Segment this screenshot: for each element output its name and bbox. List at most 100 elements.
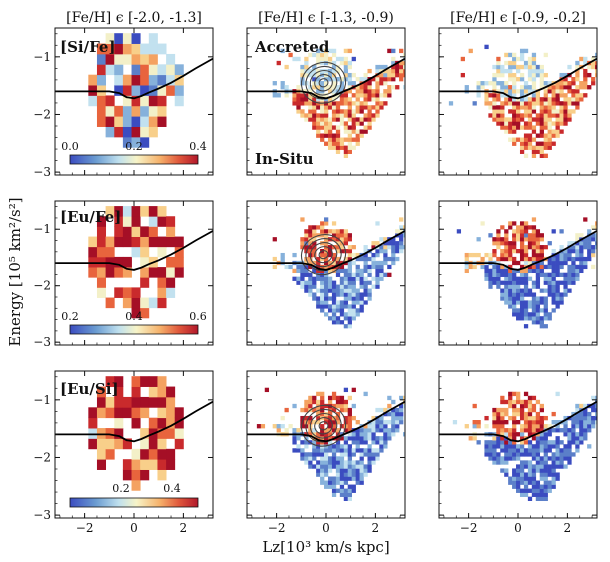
heatmap-cell: [523, 125, 529, 130]
heatmap-cell: [403, 395, 405, 401]
heatmap-cell: [114, 428, 124, 439]
heatmap-cell: [300, 113, 305, 118]
heatmap-cell: [583, 72, 588, 78]
heatmap-cell: [395, 72, 400, 78]
heatmap-cell: [375, 249, 380, 254]
heatmap-cell: [543, 109, 548, 114]
heatmap-cell: [363, 125, 368, 130]
heatmap-cell: [351, 296, 356, 301]
heatmap-cell: [543, 101, 548, 106]
heatmap-cell: [359, 308, 364, 313]
heatmap-cell: [512, 440, 517, 445]
heatmap-cell: [579, 93, 584, 98]
heatmap-cell: [347, 101, 352, 106]
heatmap-cell: [575, 64, 580, 70]
heatmap-cell: [355, 117, 360, 122]
heatmap-cell: [575, 407, 580, 413]
heatmap-cell: [492, 81, 497, 86]
heatmap-cell: [492, 113, 497, 118]
heatmap-cell: [555, 272, 560, 277]
heatmap-cell: [516, 64, 521, 70]
heatmap-cell: [347, 415, 352, 421]
heatmap-cell: [535, 312, 541, 317]
heatmap-cell: [327, 420, 333, 425]
heatmap-cell: [504, 97, 509, 102]
heatmap-cell: [308, 260, 313, 266]
heatmap-cell: [96, 43, 107, 55]
heatmap-cell: [339, 121, 345, 126]
x-tick-label: 0: [514, 521, 522, 535]
heatmap-cell: [468, 264, 473, 270]
heatmap-cell: [547, 101, 552, 106]
heatmap-cell: [363, 300, 368, 305]
heatmap-cell: [105, 438, 115, 450]
heatmap-cell: [551, 456, 556, 461]
heatmap-cell: [363, 72, 368, 78]
heatmap-cell: [535, 256, 541, 262]
heatmap-cell: [339, 56, 345, 62]
heatmap-cell: [575, 249, 580, 254]
heatmap-cell: [304, 113, 309, 118]
heatmap-cell: [500, 101, 505, 106]
heatmap-cell: [531, 56, 537, 62]
heatmap-cell: [539, 403, 544, 409]
heatmap-cell: [535, 284, 541, 289]
heatmap-cell: [519, 233, 525, 238]
heatmap-cell: [547, 448, 552, 453]
heatmap-cell: [355, 480, 360, 485]
heatmap-cell: [324, 85, 329, 90]
heatmap-cell: [539, 109, 544, 114]
heatmap-cell: [516, 276, 521, 281]
density-contour: [309, 242, 338, 268]
heatmap-cell: [320, 308, 325, 313]
heatmap-cell: [567, 109, 572, 114]
heatmap-cell: [559, 89, 564, 94]
heatmap-cell: [496, 428, 501, 433]
heatmap-cell: [316, 296, 321, 301]
heatmap-cell: [316, 52, 321, 58]
heatmap-cell: [551, 280, 556, 285]
heatmap-cell: [371, 256, 376, 262]
heatmap-cell: [157, 105, 167, 117]
heatmap-cell: [395, 64, 400, 70]
heatmap-cell: [523, 233, 529, 238]
heatmap-cell: [488, 280, 493, 285]
heatmap-cell: [339, 312, 345, 317]
heatmap-cell: [335, 472, 341, 477]
heatmap-cell: [539, 249, 544, 254]
heatmap-cell: [531, 77, 537, 82]
heatmap-cell: [347, 484, 352, 489]
heatmap-cell: [379, 440, 384, 445]
heatmap-cell: [347, 64, 352, 70]
heatmap-cell: [571, 249, 576, 254]
heatmap-cell: [316, 391, 321, 397]
heatmap-cell: [555, 260, 560, 266]
heatmap-cell: [300, 217, 305, 222]
heatmap-cell: [504, 245, 509, 250]
heatmap-cell: [496, 280, 501, 285]
heatmap-cell: [527, 260, 533, 266]
heatmap-cell: [583, 60, 588, 66]
heatmap-cell: [339, 436, 345, 441]
heatmap-cell: [575, 264, 580, 270]
heatmap-cell: [312, 268, 317, 274]
heatmap-cell: [535, 448, 541, 453]
heatmap-cell: [312, 452, 317, 457]
heatmap-cell: [508, 300, 513, 305]
heatmap-cell: [575, 444, 580, 449]
heatmap-cell: [359, 436, 364, 441]
heatmap-cell: [527, 64, 533, 70]
heatmap-cell: [359, 472, 364, 477]
heatmap-cell: [316, 460, 321, 465]
heatmap-cell: [575, 237, 580, 242]
heatmap-cell: [523, 268, 529, 274]
heatmap-cell: [312, 395, 317, 401]
heatmap-cell: [272, 256, 277, 262]
heatmap-cell: [555, 460, 560, 465]
heatmap-cell: [347, 432, 352, 437]
heatmap-cell: [547, 141, 552, 146]
heatmap-cell: [391, 256, 396, 262]
heatmap-cell: [575, 233, 580, 238]
heatmap-cell: [359, 85, 364, 90]
heatmap-cell: [579, 81, 584, 86]
